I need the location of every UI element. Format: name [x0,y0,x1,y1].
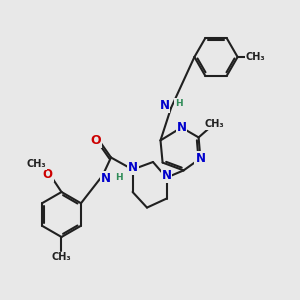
Text: O: O [91,134,101,147]
Text: H: H [175,99,182,108]
Text: N: N [159,99,170,112]
Text: CH₃: CH₃ [246,52,266,62]
Text: H: H [115,173,123,182]
Text: O: O [43,168,53,182]
Text: CH₃: CH₃ [52,252,71,262]
Text: N: N [176,121,187,134]
Text: CH₃: CH₃ [27,159,46,169]
Text: N: N [161,169,172,182]
Text: N: N [128,161,138,174]
Text: CH₃: CH₃ [204,119,224,129]
Text: N: N [195,152,206,165]
Text: N: N [101,172,111,185]
